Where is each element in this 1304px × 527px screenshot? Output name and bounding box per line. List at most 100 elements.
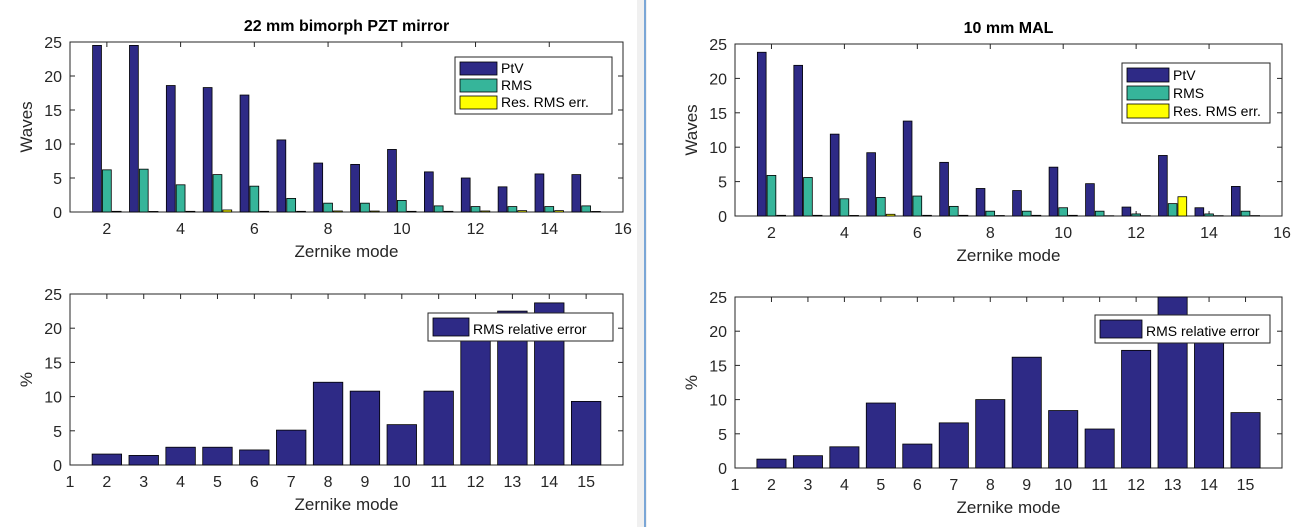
x-tick-label: 8	[986, 477, 995, 494]
legend-label: PtV	[1173, 67, 1196, 83]
bar-ptv-mode-9	[350, 163, 360, 213]
y-axis-label: %	[17, 372, 36, 387]
bar-rms-mode-6	[249, 185, 260, 213]
y-tick-label: 20	[44, 321, 62, 338]
x-axis-label: Zernike mode	[957, 498, 1061, 517]
legend-label: Res. RMS err.	[1173, 103, 1261, 119]
y-tick-label: 10	[44, 390, 62, 407]
bar-rms-mode-15	[1240, 210, 1251, 217]
bar-ptv-mode-2	[92, 45, 102, 213]
bar-rms-relative-error-mode-2	[756, 458, 787, 469]
bar-ptv-mode-4	[165, 85, 176, 213]
x-tick-label: 13	[504, 474, 522, 491]
x-tick-label: 16	[1273, 225, 1291, 242]
bar-rms-mode-2	[766, 175, 777, 217]
chart-title: 10 mm MAL	[964, 20, 1054, 37]
y-tick-label: 5	[53, 424, 62, 441]
bar-ptv-mode-7	[276, 139, 287, 213]
legend-swatch	[1099, 319, 1143, 339]
y-tick-label: 25	[709, 290, 727, 307]
x-tick-label: 9	[360, 474, 369, 491]
bar-rms-relative-error-mode-12	[460, 327, 491, 466]
bar-res-rms-err--mode-6	[922, 214, 932, 217]
x-tick-label: 8	[986, 225, 995, 242]
bar-rms-mode-11	[1094, 210, 1105, 217]
bar-ptv-mode-14	[1194, 207, 1205, 217]
x-tick-label: 5	[213, 474, 222, 491]
y-tick-label: 15	[44, 103, 62, 120]
bar-rms-mode-4	[839, 198, 850, 217]
bar-ptv-mode-12	[460, 177, 471, 213]
bar-res-rms-err--mode-7	[958, 214, 969, 217]
x-tick-label: 9	[1022, 477, 1031, 494]
x-tick-label: 8	[324, 474, 333, 491]
y-axis-label: Waves	[17, 101, 36, 152]
legend-label: PtV	[501, 60, 524, 76]
bar-rms-mode-11	[433, 205, 444, 213]
legend-swatch	[459, 78, 498, 93]
x-tick-label: 10	[393, 221, 411, 238]
bar-res-rms-err--mode-13	[1177, 196, 1188, 217]
bar-ptv-mode-3	[129, 45, 139, 213]
bar-res-rms-err--mode-3	[148, 211, 159, 213]
bar-res-rms-err--mode-12	[480, 210, 491, 213]
plot-area	[734, 296, 1283, 469]
bar-res-rms-err--mode-8	[333, 210, 343, 213]
y-tick-label: 25	[709, 37, 727, 54]
y-axis-label: %	[682, 375, 701, 390]
x-tick-label: 2	[102, 474, 111, 491]
bar-rms-relative-error-mode-11	[1084, 428, 1115, 469]
bar-rms-mode-8	[985, 210, 996, 217]
bar-rms-mode-14	[1204, 213, 1214, 217]
bar-rms-relative-error-mode-8	[975, 399, 1006, 469]
chart-right-top: 0 5 10 15 20 25 2 4 6 8 10 12 14 16 10 mm MAL Zernike m…	[682, 20, 1291, 265]
bar-ptv-mode-8	[975, 188, 986, 217]
bar-rms-mode-12	[470, 206, 481, 213]
pane-gap	[637, 0, 647, 527]
bar-res-rms-err--mode-3	[812, 214, 823, 217]
x-tick-label: 4	[840, 477, 849, 494]
bar-rms-mode-14	[544, 206, 555, 213]
x-tick-label: 7	[287, 474, 296, 491]
x-tick-label: 11	[430, 474, 447, 491]
legend: PtV RMS Res. RMS err.	[1121, 62, 1271, 124]
bar-rms-relative-error-mode-10	[386, 424, 417, 466]
x-tick-label: 12	[1127, 477, 1145, 494]
bar-res-rms-err--mode-4	[849, 215, 859, 217]
x-axis-label: Zernike mode	[295, 495, 399, 514]
bar-ptv-mode-14	[534, 173, 545, 213]
y-tick-label: 20	[709, 71, 727, 88]
bar-res-rms-err--mode-2	[111, 210, 122, 213]
bar-rms-mode-3	[803, 177, 813, 217]
bar-ptv-mode-15	[571, 174, 582, 213]
x-tick-label: 6	[250, 221, 259, 238]
bar-ptv-mode-12	[1121, 206, 1132, 217]
x-tick-label: 2	[102, 221, 111, 238]
bar-res-rms-err--mode-10	[406, 210, 417, 213]
bar-ptv-mode-5	[866, 152, 876, 217]
x-tick-label: 6	[913, 225, 922, 242]
bar-ptv-mode-11	[424, 171, 434, 213]
bar-rms-relative-error-mode-3	[792, 455, 823, 469]
bar-ptv-mode-15	[1231, 186, 1241, 217]
x-tick-label: 1	[731, 477, 740, 494]
y-tick-label: 10	[44, 137, 62, 154]
bar-rms-mode-10	[396, 200, 407, 213]
y-tick-label: 0	[718, 461, 727, 478]
bar-rms-relative-error-mode-5	[202, 446, 233, 466]
x-tick-label: 3	[803, 477, 812, 494]
y-tick-label: 15	[709, 106, 727, 123]
x-tick-label: 7	[949, 477, 958, 494]
bar-rms-mode-6	[912, 195, 923, 217]
x-tick-label: 12	[467, 221, 485, 238]
y-tick-label: 25	[44, 287, 62, 304]
legend-swatch	[1126, 103, 1170, 119]
x-tick-label: 10	[1054, 225, 1072, 242]
y-tick-label: 5	[718, 427, 727, 444]
bar-ptv-mode-3	[793, 64, 803, 217]
bar-rms-mode-9	[360, 202, 370, 213]
pane-divider	[644, 0, 646, 527]
y-tick-label: 20	[709, 324, 727, 341]
x-tick-label: 3	[139, 474, 148, 491]
